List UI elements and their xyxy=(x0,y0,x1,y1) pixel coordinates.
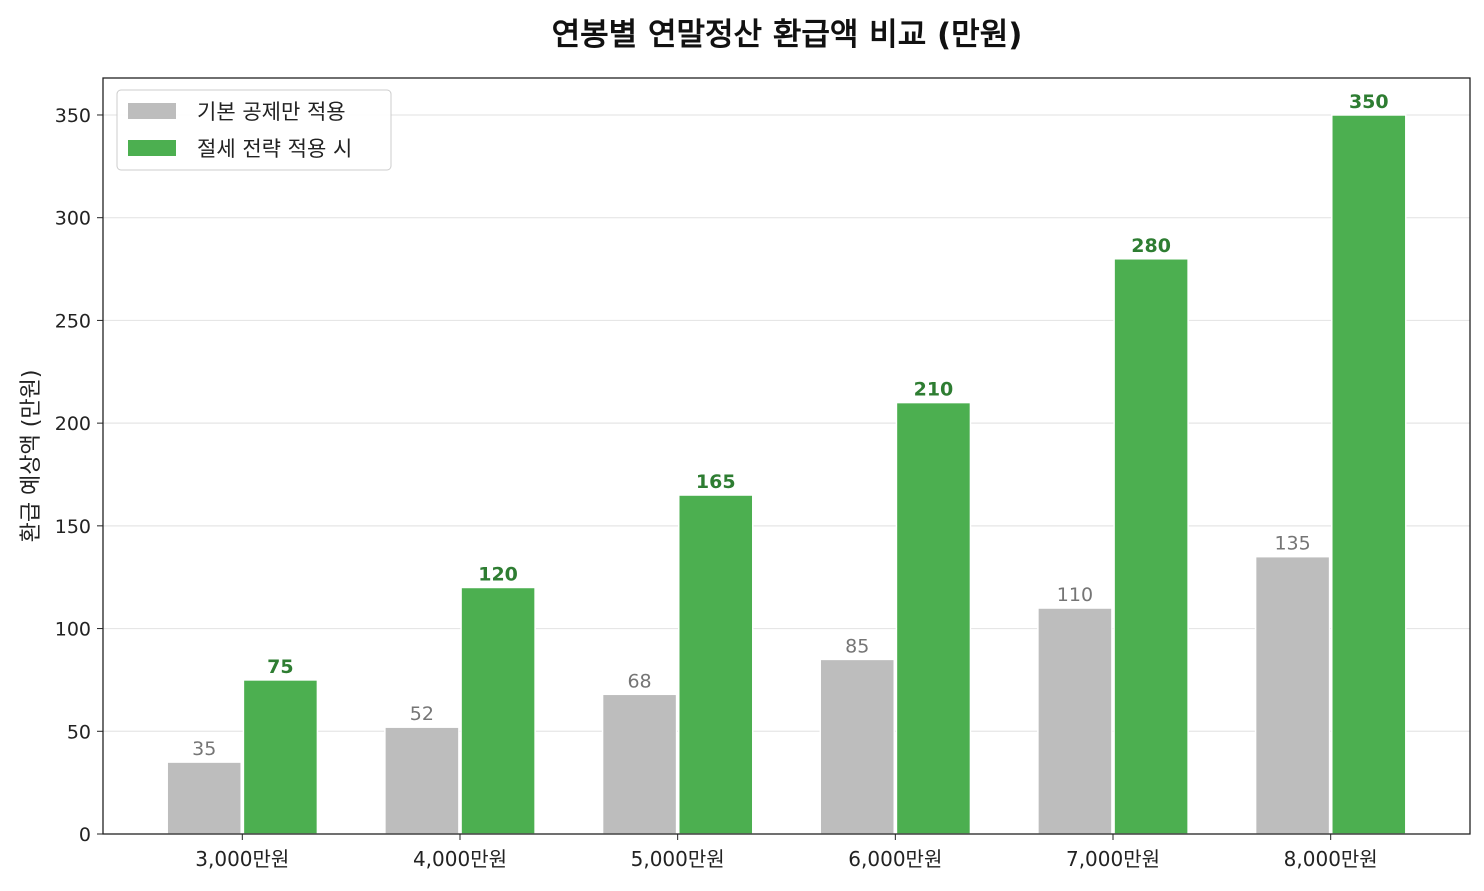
bar-strategy xyxy=(895,401,972,835)
y-tick-label: 50 xyxy=(67,721,91,743)
chart-title: 연봉별 연말정산 환급액 비교 (만원) xyxy=(552,17,1023,53)
data-label: 35 xyxy=(192,738,216,760)
y-tick-label: 350 xyxy=(55,105,91,127)
x-tick-label: 6,000만원 xyxy=(848,847,942,871)
y-tick-label: 250 xyxy=(55,310,91,332)
legend-swatch-basic xyxy=(128,103,176,119)
bar-strategy xyxy=(1113,258,1189,835)
data-label: 165 xyxy=(696,471,736,493)
x-tick-label: 3,000만원 xyxy=(195,847,289,871)
bar-basic xyxy=(601,693,678,835)
plot-frame xyxy=(102,77,1471,835)
bar-basic xyxy=(1254,555,1331,835)
bar-strategy xyxy=(460,586,536,835)
bar-basic xyxy=(1037,607,1113,835)
data-label: 110 xyxy=(1057,584,1093,606)
legend-label-strategy: 절세 전략 적용 시 xyxy=(197,137,352,161)
data-label: 120 xyxy=(478,563,518,585)
x-tick-label: 4,000만원 xyxy=(413,847,507,871)
bar-strategy xyxy=(678,494,754,835)
x-tick-label: 8,000만원 xyxy=(1284,847,1378,871)
y-tick-label: 200 xyxy=(55,413,91,435)
data-label: 75 xyxy=(267,656,293,678)
y-tick-label: 100 xyxy=(55,619,91,641)
legend: 기본 공제만 적용 절세 전략 적용 시 xyxy=(116,89,392,171)
x-tick-label: 5,000만원 xyxy=(631,847,725,871)
y-axis-label: 환급 예상액 (만원) xyxy=(19,370,44,543)
legend-label-basic: 기본 공제만 적용 xyxy=(197,100,346,124)
y-tick-label: 0 xyxy=(79,824,91,846)
data-label: 52 xyxy=(410,703,434,725)
data-label: 85 xyxy=(845,635,869,657)
legend-swatch-strategy xyxy=(128,140,176,156)
data-label: 280 xyxy=(1131,235,1171,257)
data-label: 210 xyxy=(914,379,954,401)
bar-basic xyxy=(819,658,895,835)
bar-strategy xyxy=(1331,114,1407,835)
bar-strategy xyxy=(242,679,319,835)
x-tick-label: 7,000만원 xyxy=(1066,847,1160,871)
bar-basic xyxy=(166,761,242,835)
y-tick-label: 300 xyxy=(55,208,91,230)
data-label: 68 xyxy=(627,670,651,692)
bar-basic xyxy=(384,726,460,835)
y-tick-label: 150 xyxy=(55,516,91,538)
data-label: 135 xyxy=(1274,533,1310,555)
data-label: 350 xyxy=(1349,91,1389,113)
